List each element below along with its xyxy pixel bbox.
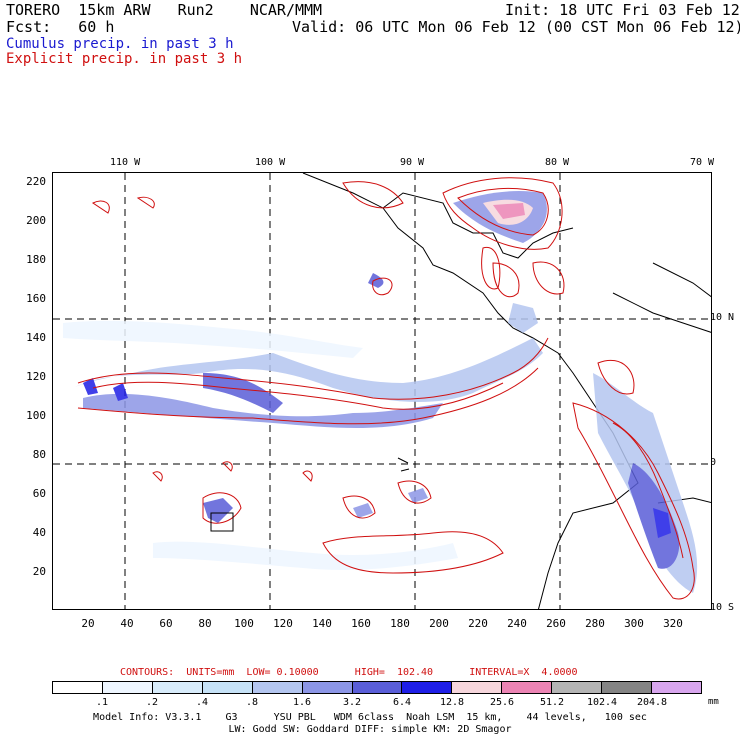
colorbar-swatch-10: [552, 682, 603, 693]
header-line2-left: Fcst: 60 h: [6, 18, 115, 36]
colorbar-swatch-11: [602, 682, 653, 693]
x-tick-120: 120: [273, 617, 293, 630]
colorbar-tick-label: 6.4: [392, 697, 412, 708]
precip-map: [53, 173, 711, 609]
colorbar-swatch-7: [402, 682, 453, 693]
map-panel: [52, 172, 712, 610]
x-tick-280: 280: [585, 617, 605, 630]
x-tick-60: 60: [159, 617, 173, 630]
x-tick-80: 80: [198, 617, 212, 630]
x-tick-20: 20: [81, 617, 95, 630]
colorbar-tick-label: 25.6: [489, 697, 515, 708]
x-tick-100: 100: [234, 617, 254, 630]
y-tick-60: 60: [32, 487, 46, 500]
colorbar-tick-label: 12.8: [439, 697, 465, 708]
x-tick-220: 220: [468, 617, 488, 630]
y-tick-140: 140: [26, 331, 46, 344]
colorbar-tick-label: 1.6: [292, 697, 312, 708]
lon-label-110w: 110 W: [110, 157, 141, 168]
contours-info: CONTOURS: UNITS=mm LOW= 0.10000 HIGH= 10…: [120, 667, 578, 678]
colorbar-swatch-1: [102, 682, 153, 693]
model-info-line2: LW: Godd SW: Goddard DIFF: simple KM: 2D…: [228, 724, 512, 735]
colorbar-tick-label: 51.2: [539, 697, 565, 708]
colorbar-tick-label: .1: [95, 697, 109, 708]
x-tick-240: 240: [507, 617, 527, 630]
y-tick-80: 80: [32, 448, 46, 461]
y-tick-180: 180: [26, 253, 46, 266]
lon-label-90w: 90 W: [400, 157, 425, 168]
colorbar-swatch-2: [152, 682, 203, 693]
colorbar-tick-label: .4: [195, 697, 209, 708]
cumulus-precip: [63, 191, 698, 593]
colorbar-tick-label: 3.2: [342, 697, 362, 708]
header-line1-left: TORERO 15km ARW Run2 NCAR/MMM: [6, 1, 323, 19]
x-tick-200: 200: [429, 617, 449, 630]
x-tick-300: 300: [624, 617, 644, 630]
colorbar-swatch-8: [452, 682, 503, 693]
x-tick-160: 160: [351, 617, 371, 630]
y-tick-40: 40: [32, 526, 46, 539]
lat-label-0: 0: [710, 457, 717, 468]
x-tick-40: 40: [120, 617, 134, 630]
colorbar-swatch-9: [502, 682, 553, 693]
explicit-precip-contours: [77, 177, 695, 600]
lon-label-100w: 100 W: [255, 157, 286, 168]
x-tick-180: 180: [390, 617, 410, 630]
colorbar-units: mm: [708, 697, 719, 707]
colorbar: [52, 681, 702, 694]
colorbar-tick-label: 204.8: [636, 697, 668, 708]
colorbar-tick-label: .2: [145, 697, 159, 708]
y-tick-20: 20: [32, 565, 46, 578]
colorbar-swatch-12: [652, 682, 701, 693]
y-tick-220: 220: [26, 175, 46, 188]
y-tick-100: 100: [26, 409, 46, 422]
header-line1-right: Init: 18 UTC Fri 03 Feb 12: [505, 1, 740, 19]
colorbar-swatch-5: [302, 682, 353, 693]
y-tick-200: 200: [26, 214, 46, 227]
model-info-line1: Model Info: V3.3.1 G3 YSU PBL WDM 6class…: [93, 712, 647, 723]
x-tick-320: 320: [663, 617, 683, 630]
colorbar-swatch-3: [202, 682, 253, 693]
lon-label-80w: 80 W: [545, 157, 570, 168]
colorbar-swatch-0: [53, 682, 103, 693]
colorbar-tick-label: .8: [245, 697, 259, 708]
cumulus-legend-label: Cumulus precip. in past 3 h: [6, 36, 234, 52]
header-line2-right: Valid: 06 UTC Mon 06 Feb 12 (00 CST Mon …: [292, 18, 740, 36]
colorbar-swatch-4: [252, 682, 303, 693]
x-tick-140: 140: [312, 617, 332, 630]
y-tick-160: 160: [26, 292, 46, 305]
lat-label-10n: 10 N: [710, 312, 735, 323]
colorbar-tick-label: 102.4: [586, 697, 618, 708]
explicit-legend-label: Explicit precip. in past 3 h: [6, 51, 243, 67]
x-tick-260: 260: [546, 617, 566, 630]
lat-label-10s: 10 S: [710, 602, 735, 613]
colorbar-swatch-6: [352, 682, 403, 693]
lon-label-70w: 70 W: [690, 157, 715, 168]
y-tick-120: 120: [26, 370, 46, 383]
